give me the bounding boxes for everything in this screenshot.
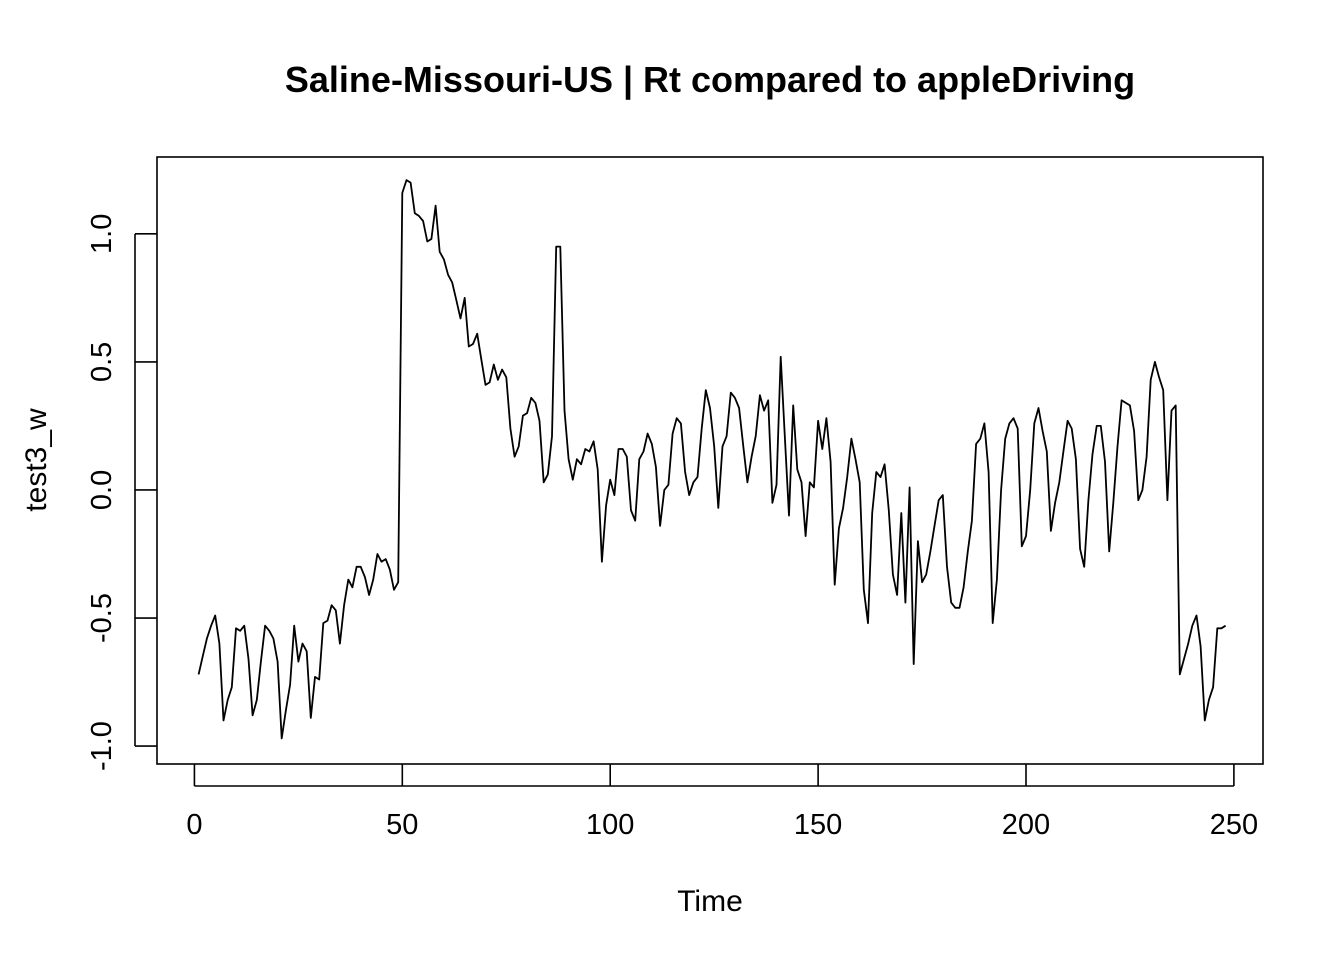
x-tick-label: 50	[386, 809, 418, 841]
x-tick-label: 150	[794, 809, 842, 841]
x-axis: 0 50 100 150 200 250	[186, 764, 1258, 841]
series-group	[197, 179, 1227, 740]
x-tick-label: 200	[1002, 809, 1050, 841]
y-axis: -1.0 -0.5 0.0 0.5 1.0	[86, 214, 157, 771]
y-tick-label: 1.0	[86, 214, 118, 254]
series-line	[197, 179, 1227, 740]
y-tick-label: -1.0	[86, 721, 118, 771]
y-tick-label: 0.5	[86, 342, 118, 382]
plot-frame	[156, 156, 1264, 765]
x-tick-label: 250	[1210, 809, 1258, 841]
y-axis-label: test3_w	[20, 408, 53, 512]
x-axis-label: Time	[677, 885, 743, 918]
chart-title: Saline-Missouri-US | Rt compared to appl…	[285, 59, 1135, 101]
x-tick-label: 0	[186, 809, 202, 841]
y-tick-label: 0.0	[86, 470, 118, 510]
y-tick-label: -0.5	[86, 593, 118, 643]
x-tick-label: 100	[586, 809, 634, 841]
